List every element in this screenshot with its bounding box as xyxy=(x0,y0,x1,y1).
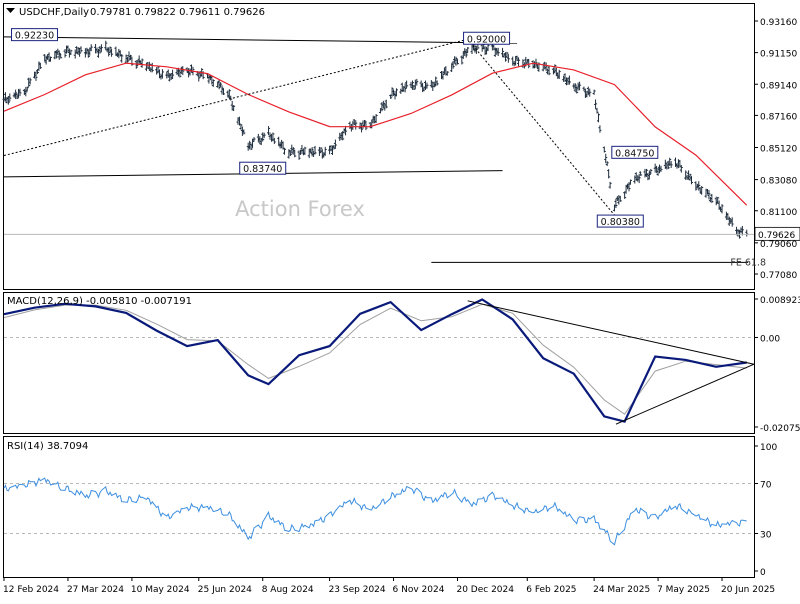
x-tick-label: 23 Sep 2024 xyxy=(329,585,386,595)
x-tick-label: 20 Dec 2024 xyxy=(456,585,514,595)
macd-pane-frame xyxy=(4,293,755,434)
y-tick-label: 70 xyxy=(760,481,772,491)
x-tick-label: 7 May 2025 xyxy=(657,585,710,595)
price-label: 0.84750 xyxy=(615,148,654,159)
price-label: 0.92230 xyxy=(15,31,54,42)
x-axis: 12 Feb 2024 27 Mar 2024 10 May 2024 25 Jun … xyxy=(3,577,775,595)
x-tick-label: 6 Nov 2024 xyxy=(393,585,445,595)
symbol-title: USDCHF,Daily xyxy=(19,7,89,18)
x-tick-label: 25 Jun 2024 xyxy=(198,585,252,595)
macd-trendline xyxy=(468,301,754,364)
trendline xyxy=(4,39,468,155)
y-tick-label: 0.77080 xyxy=(760,271,797,281)
y-tick-label: 0.87160 xyxy=(760,112,797,122)
price-label: 0.80380 xyxy=(601,217,640,228)
price-label: 0.83740 xyxy=(243,164,282,175)
moving-average-line xyxy=(4,63,747,205)
pane-frames xyxy=(4,4,755,578)
rsi-pane xyxy=(4,478,754,545)
watermark: Action Forex xyxy=(235,197,365,221)
x-tick-label: 8 Aug 2024 xyxy=(262,585,314,595)
chart-menu-triangle-icon[interactable] xyxy=(6,8,15,13)
macd-pane xyxy=(4,300,754,425)
y-tick-label: 100 xyxy=(760,443,777,453)
y-tick-label: 0.85120 xyxy=(760,145,797,155)
y-tick-label: 0.79060 xyxy=(760,240,797,250)
rsi-line xyxy=(4,478,747,545)
rsi-pane-frame xyxy=(4,437,755,578)
macd-pane-title: MACD(12,26,9) -0.005810 -0.007191 xyxy=(7,296,192,307)
price-pane-header: USDCHF,Daily 0.79781 0.79822 0.79611 0.7… xyxy=(6,7,265,18)
y-axes: 0.93160 0.91150 0.89140 0.87160 0.85120 0.830… xyxy=(754,18,800,578)
x-tick-label: 24 Mar 2025 xyxy=(593,585,650,595)
x-tick-label: 10 May 2024 xyxy=(131,585,190,595)
y-tick-label: 0.008923 xyxy=(760,296,800,306)
macd-line xyxy=(4,300,747,422)
y-tick-label: 0.83080 xyxy=(760,177,797,187)
x-tick-label: 20 Jun 2025 xyxy=(721,585,775,595)
trendline xyxy=(468,39,621,222)
x-tick-label: 27 Mar 2024 xyxy=(67,585,124,595)
x-tick-label: 12 Feb 2024 xyxy=(3,585,59,595)
y-tick-label: 0.91150 xyxy=(760,50,797,60)
price-bars xyxy=(3,41,749,239)
y-tick-label: 30 xyxy=(760,531,772,541)
y-tick-label: 0.89140 xyxy=(760,81,797,91)
y-tick-label: 0.93160 xyxy=(760,18,797,28)
trendline xyxy=(4,37,517,43)
y-tick-label: 0.81100 xyxy=(760,208,797,218)
rsi-pane-title: RSI(14) 38.7094 xyxy=(7,441,88,452)
x-tick-label: 6 Feb 2025 xyxy=(526,585,576,595)
fibo-label: FE 61.8 xyxy=(730,257,766,268)
y-tick-label: 0 xyxy=(760,568,766,578)
ohlc-readout: 0.79781 0.79822 0.79611 0.79626 xyxy=(90,7,265,18)
y-tick-label: -0.020759 xyxy=(760,424,800,434)
price-label: 0.92000 xyxy=(467,34,506,45)
y-tick-label: 0.00 xyxy=(760,334,780,344)
